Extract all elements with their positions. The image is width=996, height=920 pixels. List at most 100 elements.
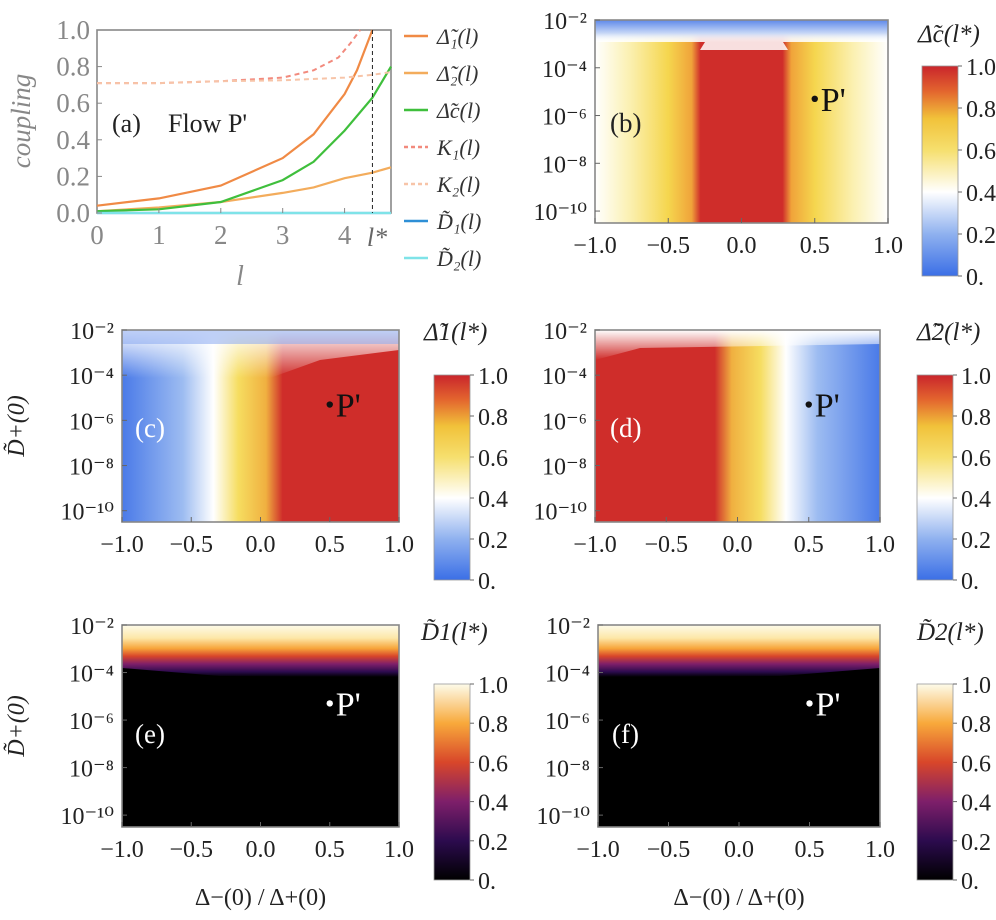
x-tick-label: 0.0 xyxy=(246,837,276,863)
y-tick-label: 1.0 xyxy=(56,15,90,45)
y-tick-label: 10⁻¹⁰ xyxy=(537,804,590,830)
panel-label: (a) xyxy=(112,109,141,138)
x-tick-label: 0.5 xyxy=(794,532,824,558)
y-tick-label: 10⁻² xyxy=(70,614,114,640)
x-tick-label: 0.0 xyxy=(723,532,753,558)
series-line-k2l xyxy=(97,71,392,85)
colorbar-tick-label: 0.6 xyxy=(478,751,508,777)
heatmap-top-band xyxy=(595,20,888,42)
legend: Δ̃₁(l) Δ̃₂(l) Δ̃c(l) K₁(l) K₂(l) D̃₁(l) D̃₂(l) xyxy=(404,24,481,271)
y-tick-label: 10⁻⁸ xyxy=(69,757,114,783)
series-group xyxy=(96,29,392,215)
y-tick-label: 0.6 xyxy=(56,88,90,118)
colorbar-tick-label: 0.2 xyxy=(478,528,508,554)
x-tick-label: −0.5 xyxy=(169,532,213,558)
panel-label: (f) xyxy=(612,719,639,749)
panel-label: (e) xyxy=(135,719,165,749)
x-tick-label: 2 xyxy=(214,220,228,250)
x-tick-label: 1.0 xyxy=(384,837,414,863)
point-label: P' xyxy=(336,388,361,425)
series-line-k1l xyxy=(97,29,361,85)
heatmap-top-band xyxy=(122,330,399,344)
colorbar-tick-label: 0. xyxy=(961,569,979,595)
legend-entry: K₁(l) xyxy=(436,135,480,160)
x-axis-label: l xyxy=(236,261,244,292)
colorbar-tick-label: 0.2 xyxy=(961,528,991,554)
colorbar-title: Δ̃1(l*) xyxy=(423,319,487,346)
colorbar-tick-label: 0.4 xyxy=(478,791,508,817)
colorbar-tick-label: 1.0 xyxy=(478,364,508,390)
colorbar-tick-label: 0. xyxy=(961,869,979,895)
y-tick-label: 10⁻⁸ xyxy=(542,152,587,178)
colorbar-title: Δ̃2(l*) xyxy=(916,319,980,346)
flow-annotation: Flow P' xyxy=(168,109,247,138)
y-axis-label: D̃+(0) xyxy=(3,395,30,458)
point-label: P' xyxy=(815,388,840,425)
x-tick-label: 0.5 xyxy=(315,837,345,863)
y-tick-label: 10⁻⁴ xyxy=(542,57,587,83)
colorbar-tick-label: 0.6 xyxy=(478,446,508,472)
y-tick-label: 10⁻¹⁰ xyxy=(534,200,587,226)
x-tick-label: 1.0 xyxy=(865,532,895,558)
panel-d xyxy=(594,329,881,523)
colorbar-tick-label: 0.2 xyxy=(478,830,508,856)
x-tick-label: 1.0 xyxy=(865,837,895,863)
colorbar-tick-label: 1.0 xyxy=(478,673,508,699)
x-tick-label: 4 xyxy=(338,220,352,250)
y-tick-label: 10⁻² xyxy=(543,9,587,35)
colorbar-tick-label: 0.4 xyxy=(961,487,991,513)
y-tick-label: 10⁻⁶ xyxy=(542,409,587,435)
y-axis-label: D̃+(0) xyxy=(3,695,30,758)
colorbar xyxy=(916,374,954,581)
colorbar-tick-label: 0.8 xyxy=(478,405,508,431)
colorbar-tick-label: 0.8 xyxy=(478,712,508,738)
panel-b xyxy=(594,19,889,224)
point-marker xyxy=(326,700,333,707)
y-tick-label: 10⁻⁸ xyxy=(545,757,590,783)
panel-c xyxy=(121,329,400,523)
y-tick-label: 0.4 xyxy=(56,125,90,155)
colorbar-title: Δ̃c(l*) xyxy=(917,21,980,48)
heatmap-annotations: −1.0 −0.5 0.0 0.5 1.010⁻¹⁰10⁻⁸10⁻⁶10⁻⁴10⁻²(b… xyxy=(3,9,996,911)
x-axis-label: Δ−(0) / Δ+(0) xyxy=(195,885,326,911)
panel-f-annotations: −1.0 −0.5 0.0 0.5 1.0 10⁻¹⁰ 10⁻⁸ 10⁻⁶ 10⁻⁴ 10⁻² (f… xyxy=(537,614,991,911)
y-tick-label: 10⁻⁸ xyxy=(69,455,114,481)
y-tick-label: 10⁻⁶ xyxy=(545,709,590,735)
point-marker xyxy=(805,401,812,408)
colorbar-tick-label: 0.4 xyxy=(961,791,991,817)
heatmap-field xyxy=(595,330,880,522)
colorbar-tick-label: 0. xyxy=(478,869,496,895)
colorbar-tick-label: 0.4 xyxy=(478,487,508,513)
colorbar-tick-label: 1.0 xyxy=(966,55,996,81)
heatmap-bright-band xyxy=(122,625,399,677)
colorbar-tick-label: 1.0 xyxy=(961,364,991,390)
colorbar xyxy=(433,683,471,881)
heatmap-top-wash xyxy=(595,330,880,360)
x-tick-label: −1.0 xyxy=(576,837,620,863)
x-tick-label: 0.5 xyxy=(795,837,825,863)
point-marker xyxy=(811,95,818,103)
legend-entry: Δ̃c(l) xyxy=(436,98,480,123)
y-tick-label: 0.0 xyxy=(56,198,90,228)
colorbar-tick-label: 0.6 xyxy=(966,139,996,165)
colorbar-tick-label: 0.8 xyxy=(961,712,991,738)
x-tick-label: 1 xyxy=(152,220,166,250)
axis-ticks: 0 1 2 3 4 0.0 0.2 0.4 0.6 0.8 1.0 xyxy=(56,15,352,250)
y-tick-label: 10⁻¹⁰ xyxy=(534,500,587,526)
colorbar-tick-label: 0.6 xyxy=(961,751,991,777)
panel-f xyxy=(597,624,881,828)
colorbar-tick-label: 0.2 xyxy=(966,223,996,249)
y-tick-label: 10⁻⁶ xyxy=(69,709,114,735)
point-marker xyxy=(326,401,333,408)
colorbar-tick-label: 0. xyxy=(478,569,496,595)
colorbar-tick-label: 0.6 xyxy=(961,446,991,472)
x-axis-label: Δ−(0) / Δ+(0) xyxy=(673,885,804,911)
x-tick-label: 0.5 xyxy=(315,532,345,558)
y-tick-label: 10⁻⁴ xyxy=(69,364,114,390)
colorbar-tick-label: 0.8 xyxy=(966,97,996,123)
legend-entry: Δ̃₁(l) xyxy=(436,24,478,49)
colorbar xyxy=(921,65,959,277)
y-tick-label: 0.8 xyxy=(56,52,90,82)
x-tick-label: −1.0 xyxy=(573,233,617,259)
x-tick-label: 0.0 xyxy=(246,532,276,558)
